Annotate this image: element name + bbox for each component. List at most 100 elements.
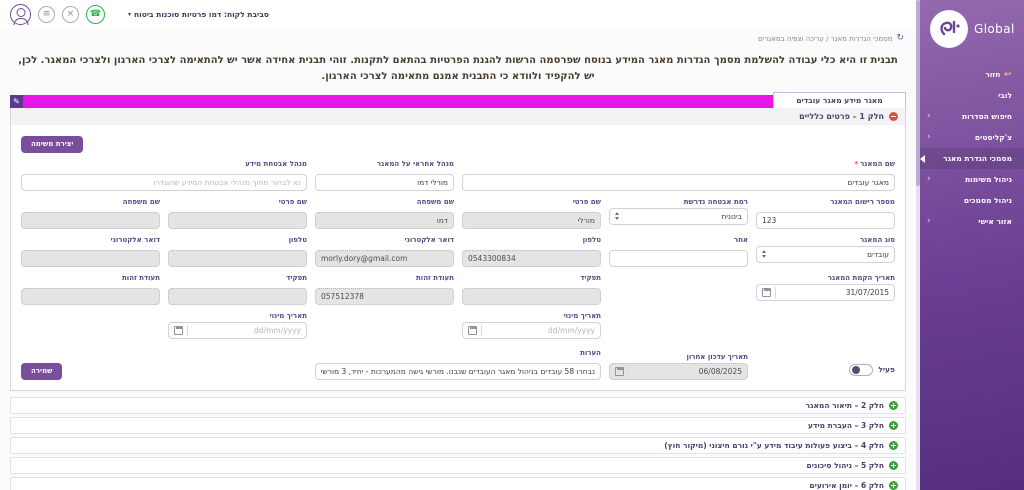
field-label: אחר — [733, 235, 748, 244]
field-role-security: תפקיד — [168, 274, 307, 305]
sidebar-item-personal-area[interactable]: אזור אישי ‹ — [920, 211, 1024, 232]
sidebar-item-document-management[interactable]: ניהול מסמכים — [920, 190, 1024, 211]
sidebar-item-checklists[interactable]: צ'קליסטים ‹ — [920, 127, 1024, 148]
save-button[interactable]: שמירה — [21, 362, 63, 380]
email-security-input — [21, 249, 160, 267]
notes-input[interactable] — [315, 362, 601, 380]
field-db-type: סוג המאגר עובדים — [756, 236, 895, 267]
scrollbar-thumb[interactable] — [916, 0, 920, 187]
scrollbar[interactable] — [916, 0, 920, 490]
field-label: תפקיד — [286, 273, 307, 282]
back-arrow-icon: ↪ — [1004, 69, 1012, 80]
sidebar-item-label: מסמכי הגדרת מאגר — [943, 154, 1012, 163]
part1-panel: חלק 1 – פרטים כלליים יצירת משימה שם המאג… — [10, 108, 906, 391]
field-email-security: דואר אלקטרוני — [21, 236, 160, 267]
last-name-manager-input — [315, 211, 454, 229]
save-wrap: שמירה — [21, 358, 63, 380]
db-type-select[interactable]: עובדים — [756, 245, 895, 263]
calendar-icon[interactable] — [762, 287, 771, 297]
field-last-name-security: שם משפחה — [21, 198, 160, 229]
id-manager-input — [315, 287, 454, 305]
db-name-input[interactable] — [462, 173, 895, 191]
field-label: תאריך מינוי — [563, 311, 601, 320]
stepper-icon — [615, 212, 619, 220]
sidebar-item-label: ניהול משימות — [965, 175, 1012, 184]
field-label: דואר אלקטרוני — [404, 235, 454, 244]
plus-icon — [889, 480, 898, 490]
field-label: דואר אלקטרוני — [110, 235, 160, 244]
create-task-button[interactable]: יצירת משימה — [21, 135, 84, 153]
environment-label: סביבת לקוח: דמו פרטיות סוכנות ביטוח — [134, 9, 269, 19]
security-level-select[interactable]: בינונית — [609, 207, 748, 225]
sidebar-item-search-arrangements[interactable]: חיפוש הסדרות ‹ — [920, 106, 1024, 127]
reg-number-input[interactable] — [756, 211, 895, 229]
first-name-security-input — [168, 211, 307, 229]
calendar-icon — [615, 366, 624, 376]
calendar-icon[interactable] — [468, 325, 477, 335]
plus-icon — [889, 420, 898, 430]
field-last-name-manager: שם משפחה — [315, 198, 454, 229]
progress-bar: ✎ — [10, 95, 773, 108]
edit-pencil-icon[interactable]: ✎ — [10, 95, 23, 108]
hamburger-menu-icon[interactable]: ≡ — [38, 5, 55, 23]
create-task-row: יצירת משימה — [11, 125, 905, 153]
field-label: תאריך עדכון אחרון — [686, 352, 748, 361]
field-label: תאריך הקמת המאגר — [827, 273, 895, 282]
field-established-date: תאריך הקמת המאגר 31/07/2015 — [756, 274, 895, 305]
field-first-name-manager: שם פרטי — [462, 198, 601, 229]
active-toggle[interactable] — [849, 363, 874, 376]
appoint-date-manager-input[interactable]: dd/mm/yyyy — [462, 321, 601, 339]
field-security-level: רמת אבטחה נדרשת בינונית — [609, 198, 748, 229]
accordion-part-6[interactable]: חלק 6 – יומן אירועים — [10, 476, 906, 490]
part1-header[interactable]: חלק 1 – פרטים כלליים — [11, 108, 905, 125]
field-label: תעודת זהות — [122, 273, 160, 282]
tab-employees-db[interactable]: מאגר מידע מאגר עובדים — [773, 92, 906, 108]
field-label: שם פרטי — [278, 197, 307, 206]
email-manager-input — [315, 249, 454, 267]
active-item-arrow-icon — [920, 154, 925, 163]
established-date-input[interactable]: 31/07/2015 — [756, 283, 895, 301]
stepper-icon — [762, 250, 766, 258]
field-role-manager: תפקיד — [462, 274, 601, 305]
part1-form: שם המאגר* מנהל אחראי על המאגר מנהל אבטחת… — [11, 153, 905, 341]
intro-paragraph: תבנית זו היא כלי עבודה להשלמת מסמך הגדרו… — [18, 55, 898, 82]
refresh-icon[interactable]: ↻ — [896, 33, 904, 43]
first-name-manager-input — [462, 211, 601, 229]
db-manager-input[interactable] — [315, 173, 454, 191]
plus-icon — [889, 440, 898, 450]
field-label: שם משפחה — [122, 197, 160, 206]
other-input[interactable] — [609, 249, 748, 267]
phone-security-input — [168, 249, 307, 267]
appoint-date-security-input[interactable]: dd/mm/yyyy — [168, 321, 307, 339]
field-id-security: תעודת זהות — [21, 274, 160, 305]
field-label: תפקיד — [580, 273, 601, 282]
sidebar-item-db-definition-docs[interactable]: מסמכי הגדרת מאגר — [920, 148, 1024, 169]
chevron-left-icon: ‹ — [927, 215, 931, 226]
environment-selector[interactable]: סביבת לקוח: דמו פרטיות סוכנות ביטוח ▾ — [128, 10, 269, 19]
accordion-part-5[interactable]: חלק 5 – ניהול סיכונים — [10, 456, 906, 474]
field-db-manager: מנהל אחראי על המאגר — [315, 160, 454, 191]
accordion-part-3[interactable]: חלק 3 – העברת מידע — [10, 416, 906, 434]
accordion-part-2[interactable]: חלק 2 – תיאור המאגר — [10, 396, 906, 414]
calendar-icon[interactable] — [174, 325, 183, 335]
field-label: שם המאגר* — [854, 159, 895, 168]
security-manager-input[interactable] — [21, 173, 307, 191]
field-label: שם משפחה — [416, 197, 454, 206]
user-avatar-icon[interactable] — [10, 3, 31, 25]
part1-title: חלק 1 – פרטים כלליים — [799, 112, 884, 121]
field-label: רמת אבטחה נדרשת — [683, 197, 748, 206]
sidebar-item-lobby[interactable]: לובי — [920, 85, 1024, 106]
phone-manager-input — [462, 249, 601, 267]
breadcrumb-text: מסמכי הגדרות מאגר / עריכה וצפיה במאגרים — [758, 34, 893, 43]
sidebar-item-task-management[interactable]: ניהול משימות ‹ — [920, 169, 1024, 190]
role-security-input — [168, 287, 307, 305]
sidebar-item-back[interactable]: ↪ חזור — [920, 64, 1024, 85]
brand-logo-icon — [930, 10, 968, 48]
accordion-part-4[interactable]: חלק 4 – ביצוע פעולות עיבוד מידע ע"י גורם… — [10, 436, 906, 454]
brand: Global — [920, 0, 1024, 62]
whatsapp-icon[interactable]: ☎ — [86, 4, 105, 24]
field-last-update: תאריך עדכון אחרון 06/08/2025 — [609, 353, 748, 380]
last-update-input: 06/08/2025 — [609, 362, 748, 380]
chevron-down-icon: ▾ — [128, 10, 132, 18]
expand-icon[interactable]: × — [62, 5, 79, 23]
